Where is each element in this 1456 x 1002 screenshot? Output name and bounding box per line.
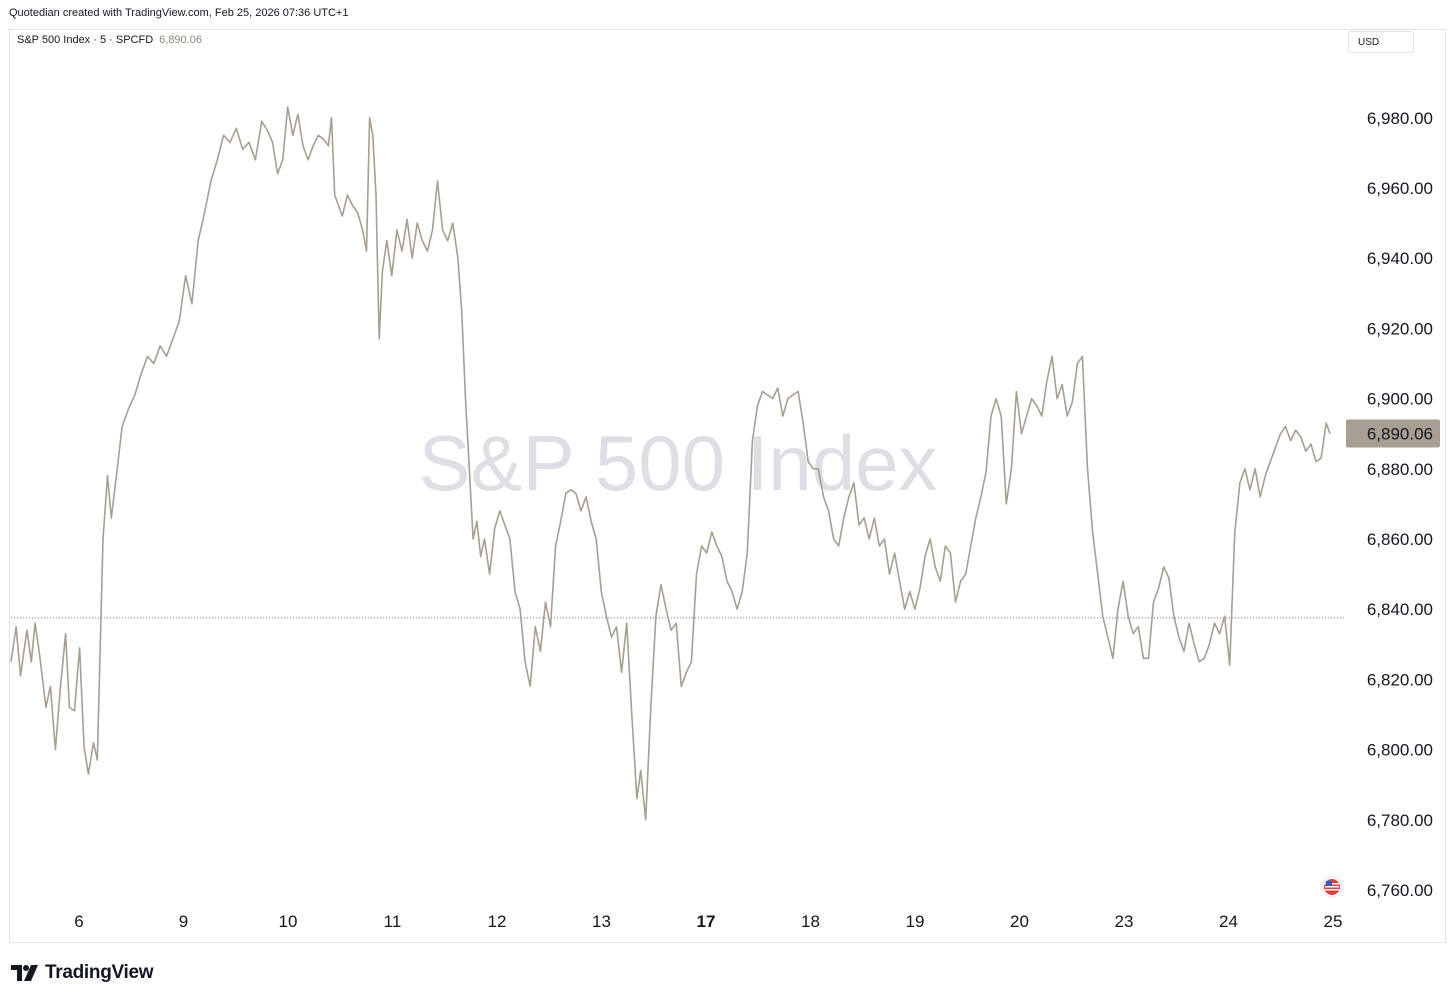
- y-tick-label: 6,960.00: [1367, 179, 1433, 198]
- last-price-value: 6,890.06: [1367, 424, 1433, 443]
- y-tick-label: 6,760.00: [1367, 881, 1433, 900]
- x-tick-label: 17: [697, 912, 716, 931]
- x-tick-label: 20: [1010, 912, 1029, 931]
- y-tick-label: 6,900.00: [1367, 390, 1433, 409]
- x-axis: 6 9 10 11 12 13 17 18 19 20 23 24 25: [74, 912, 1342, 931]
- x-tick-label: 19: [906, 912, 925, 931]
- x-tick-label: 11: [384, 912, 402, 931]
- y-tick-label: 6,920.00: [1367, 319, 1433, 338]
- y-axis: 6,760.00 6,780.00 6,800.00 6,820.00 6,840.00…: [1367, 109, 1433, 900]
- chart-watermark: S&P 500 Index: [419, 419, 938, 507]
- x-tick-label: 18: [801, 912, 820, 931]
- currency-selector[interactable]: USD: [1348, 31, 1414, 53]
- x-tick-label: 13: [592, 912, 611, 931]
- chart-header-text: Quotedian created with TradingView.com, …: [9, 7, 349, 19]
- x-tick-label: 10: [279, 912, 298, 931]
- tradingview-logo[interactable]: TradingView: [11, 962, 154, 984]
- last-price-label: 6,890.06: [1346, 419, 1440, 448]
- y-tick-label: 6,880.00: [1367, 460, 1433, 479]
- series-legend[interactable]: S&P 500 Index · 5 · SPCFD 6,890.06: [17, 34, 202, 46]
- x-tick-label: 12: [488, 912, 507, 931]
- legend-symbol: S&P 500 Index · 5 · SPCFD: [17, 34, 154, 46]
- y-tick-label: 6,840.00: [1367, 600, 1433, 619]
- x-tick-label: 25: [1324, 912, 1343, 931]
- us-flag-icon[interactable]: [1321, 876, 1343, 898]
- x-tick-label: 23: [1115, 912, 1134, 931]
- x-tick-label: 9: [179, 912, 188, 931]
- price-series-line: [10, 106, 1331, 821]
- x-tick-label: 6: [74, 912, 83, 931]
- y-tick-label: 6,860.00: [1367, 530, 1433, 549]
- tradingview-logo-icon: [11, 965, 38, 981]
- chart-frame[interactable]: [9, 29, 1446, 943]
- tradingview-wordmark: TradingView: [45, 962, 154, 983]
- y-tick-label: 6,820.00: [1367, 670, 1433, 689]
- y-tick-label: 6,940.00: [1367, 249, 1433, 268]
- y-tick-label: 6,800.00: [1367, 741, 1433, 760]
- y-tick-label: 6,980.00: [1367, 109, 1433, 128]
- legend-last-price: 6,890.06: [159, 34, 202, 46]
- y-tick-label: 6,780.00: [1367, 811, 1433, 830]
- x-tick-label: 24: [1219, 912, 1238, 931]
